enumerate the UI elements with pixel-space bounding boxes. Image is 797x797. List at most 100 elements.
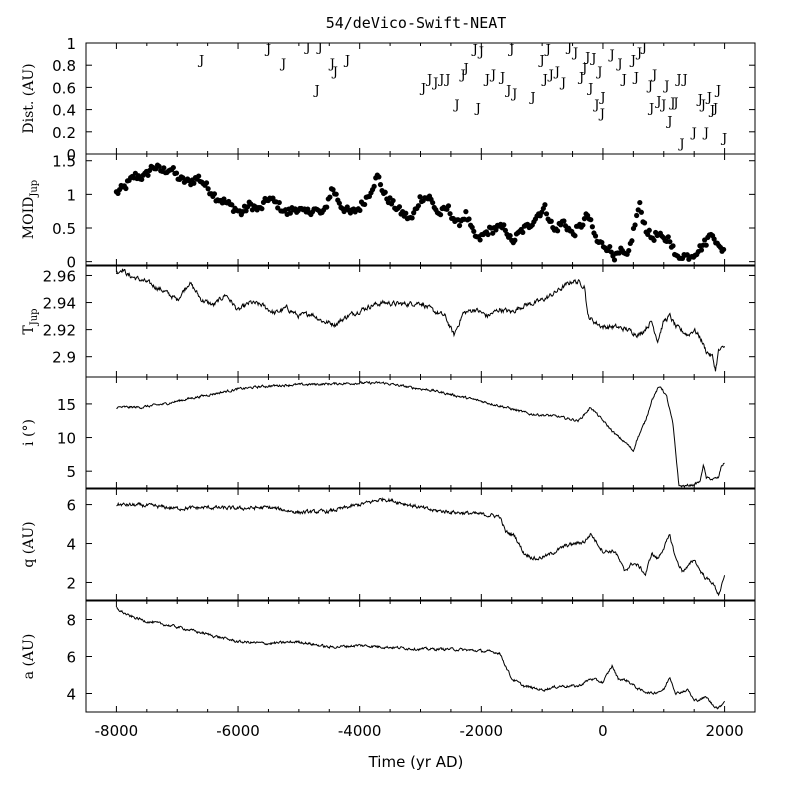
chart-title: 54/deVico-Swift-NEAT	[326, 14, 507, 32]
data-point: J	[677, 137, 684, 152]
y-tick-label: 10	[57, 430, 76, 448]
data-point	[520, 229, 526, 235]
y-axis-label: a (AU)	[21, 634, 37, 680]
data-point: J	[571, 46, 578, 61]
data-point	[589, 224, 595, 230]
y-axis-label: TJup	[21, 308, 40, 334]
data-point: J	[489, 68, 496, 83]
y-tick-label: 2.94	[43, 295, 76, 313]
data-point	[403, 210, 409, 216]
data-point: J	[592, 98, 599, 113]
data-point: J	[538, 54, 545, 69]
data-point	[196, 173, 202, 179]
data-point: J	[598, 90, 605, 105]
y-axis-label: Dist. (AU)	[21, 63, 37, 133]
data-point	[205, 186, 211, 192]
data-point: J	[659, 98, 666, 113]
y-tick-label: 15	[57, 396, 76, 414]
data-point: J	[635, 46, 642, 61]
data-point	[634, 212, 640, 219]
data-point	[139, 176, 145, 183]
panel-data	[116, 380, 725, 488]
data-point: J	[583, 50, 590, 65]
data-point	[377, 182, 384, 188]
data-point	[502, 227, 509, 234]
y-tick-label: 0.2	[52, 124, 76, 142]
y-tick-label: 1	[66, 186, 76, 204]
data-point: J	[714, 84, 721, 99]
data-point: J	[431, 76, 438, 91]
y-tick-label: 0	[66, 146, 76, 164]
data-point: J	[632, 70, 639, 85]
data-point	[641, 220, 648, 226]
data-point	[173, 170, 180, 176]
data-point: J	[264, 43, 271, 58]
data-point	[417, 194, 423, 200]
y-tick-label: 0.8	[52, 57, 76, 75]
data-point: J	[312, 84, 319, 99]
data-point: J	[662, 79, 669, 94]
data-point: J	[586, 81, 593, 96]
data-point	[327, 194, 333, 200]
y-tick-label: 6	[66, 649, 76, 667]
panel-frame	[85, 42, 756, 155]
data-point: J	[498, 70, 505, 85]
data-point: J	[595, 65, 602, 80]
x-axis-label: Time (yr AD)	[368, 753, 464, 771]
data-point: J	[471, 43, 478, 58]
data-point: J	[559, 76, 566, 91]
data-point	[588, 217, 594, 223]
x-tick-label: 2000	[705, 722, 743, 740]
panel-tjup: 2.9 2.92 2.94 2.96 TJup	[21, 265, 756, 378]
data-point: J	[343, 54, 350, 69]
data-point: J	[477, 45, 484, 60]
data-point	[191, 180, 197, 186]
data-point	[376, 174, 382, 180]
data-point	[382, 189, 388, 195]
series-line	[116, 380, 725, 488]
data-point	[456, 222, 463, 229]
data-point: J	[541, 73, 548, 88]
data-point: J	[671, 96, 678, 111]
data-point	[512, 237, 518, 243]
data-point: J	[650, 68, 657, 83]
y-tick-label: 1	[66, 35, 76, 53]
data-point	[493, 227, 499, 233]
series-line	[115, 268, 726, 372]
x-tick-label: -4000	[338, 722, 382, 740]
panel-frame	[85, 600, 756, 713]
data-point	[324, 204, 330, 210]
data-point: J	[589, 51, 596, 66]
data-point	[336, 200, 342, 206]
data-point	[561, 218, 567, 224]
data-point: J	[699, 98, 706, 113]
data-point	[580, 222, 586, 228]
panel-frame	[85, 153, 756, 266]
data-point: J	[674, 73, 681, 88]
y-axis-label: MOIDJup	[21, 180, 40, 239]
data-point	[543, 211, 550, 217]
data-point: J	[702, 126, 709, 141]
data-point	[507, 233, 513, 239]
data-point: J	[544, 43, 551, 58]
data-point: J	[654, 95, 661, 110]
data-point	[466, 216, 472, 222]
data-point	[409, 215, 415, 221]
data-point	[259, 206, 265, 212]
y-tick-label: 0.5	[52, 220, 76, 238]
x-axis: -8000 -6000 -4000 -2000 0 2000	[95, 722, 744, 740]
data-point	[698, 247, 705, 253]
data-point: J	[331, 65, 338, 80]
y-tick-label: 6	[66, 497, 76, 515]
data-point: J	[705, 90, 712, 105]
data-point: J	[696, 93, 703, 108]
data-point: J	[316, 40, 323, 55]
data-point: J	[279, 57, 286, 72]
data-point	[333, 191, 339, 197]
data-point	[430, 200, 436, 206]
data-point	[637, 199, 643, 206]
data-point	[170, 164, 176, 171]
